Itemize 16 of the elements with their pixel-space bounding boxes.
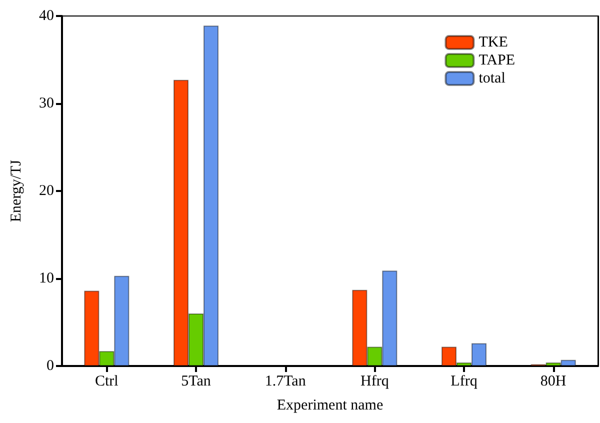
x-tick-label: Hfrq bbox=[360, 374, 390, 390]
legend-label: TAPE bbox=[478, 52, 516, 68]
y-tick-label: 40 bbox=[39, 8, 54, 24]
y-tick-label: 0 bbox=[46, 358, 54, 374]
legend-label: total bbox=[478, 70, 506, 86]
x-tick-label: 80H bbox=[540, 374, 566, 390]
y-axis-title: Energy/TJ bbox=[8, 160, 24, 222]
x-tick-label: 1.7Tan bbox=[264, 374, 306, 390]
x-tick-label: Lfrq bbox=[450, 374, 478, 390]
y-tick-label: 20 bbox=[39, 183, 54, 199]
legend-label: TKE bbox=[478, 34, 508, 50]
x-tick-label: 5Tan bbox=[181, 374, 212, 390]
y-tick-label: 30 bbox=[39, 96, 54, 112]
x-tick-label: Ctrl bbox=[94, 374, 118, 390]
x-axis-title: Experiment name bbox=[276, 398, 384, 414]
y-tick-label: 10 bbox=[39, 270, 54, 286]
